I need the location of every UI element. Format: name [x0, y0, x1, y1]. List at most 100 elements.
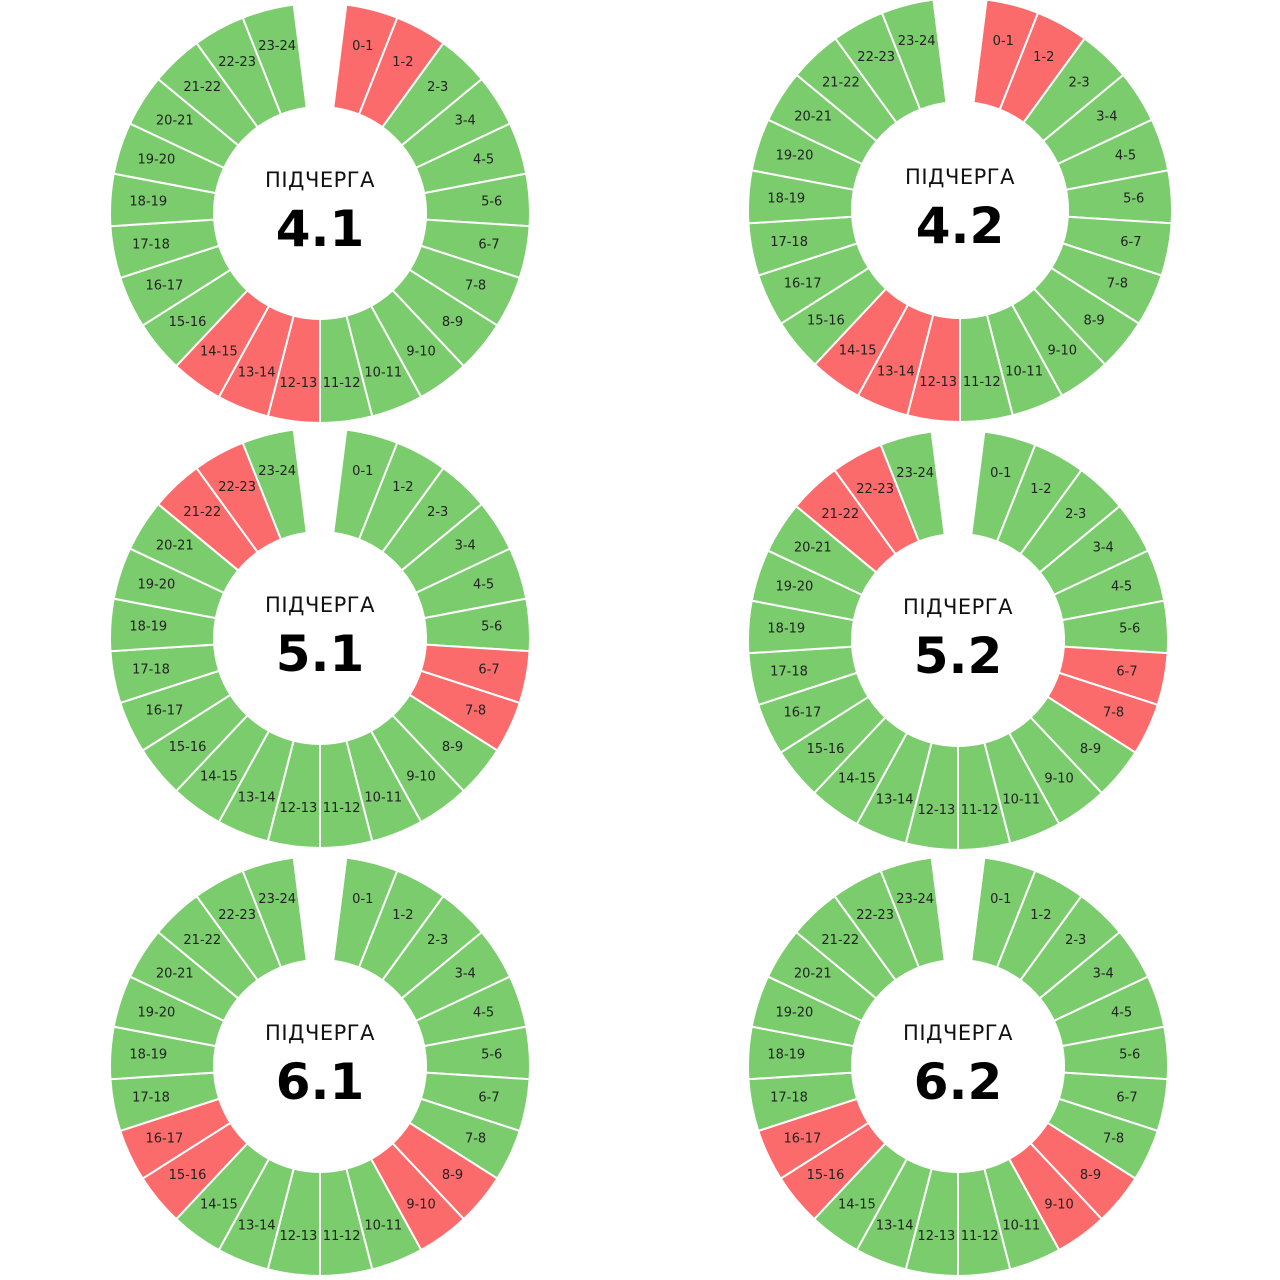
hour-label-19-20: 19-20 — [138, 577, 176, 592]
hour-label-13-14: 13-14 — [876, 792, 914, 807]
hour-label-5-6: 5-6 — [481, 1048, 502, 1063]
queue-chart-4-1: 0-1 1-2 2-3 3-4 4-5 5-6 6-7 7-8 8-9 9-10 10-1111-1… — [109, 3, 531, 425]
hour-label-14-15: 14-15 — [200, 770, 238, 785]
hour-label-17-18: 17-18 — [132, 663, 170, 678]
hour-label-13-14: 13-14 — [877, 364, 915, 379]
hour-label-17-18: 17-18 — [132, 238, 170, 253]
hour-label-14-15: 14-15 — [839, 343, 877, 358]
hour-label-12-13: 12-13 — [918, 803, 956, 818]
hour-label-18-19: 18-19 — [767, 192, 805, 207]
center-caption: ПІДЧЕРГА — [265, 1021, 375, 1045]
queue-number: 6.2 — [914, 1053, 1003, 1111]
hour-label-15-16: 15-16 — [807, 1168, 845, 1183]
hour-label-22-23: 22-23 — [218, 55, 256, 70]
hour-label-9-10: 9-10 — [406, 1198, 436, 1213]
hour-label-18-19: 18-19 — [129, 1048, 167, 1063]
hour-label-21-22: 21-22 — [822, 76, 860, 91]
hour-label-20-21: 20-21 — [156, 538, 194, 553]
hour-label-5-6: 5-6 — [1119, 622, 1140, 637]
hour-label-2-3: 2-3 — [427, 505, 448, 520]
hour-label-0-1: 0-1 — [990, 466, 1011, 481]
hour-label-1-2: 1-2 — [392, 55, 413, 70]
center-caption: ПІДЧЕРГА — [265, 593, 375, 617]
hour-label-11-12: 11-12 — [323, 801, 361, 816]
hour-label-7-8: 7-8 — [1103, 706, 1124, 721]
hour-label-19-20: 19-20 — [776, 1005, 814, 1020]
hour-segment-23-24 — [241, 856, 308, 969]
hour-label-3-4: 3-4 — [1093, 540, 1114, 555]
hour-label-21-22: 21-22 — [183, 505, 221, 520]
hour-label-23-24: 23-24 — [896, 892, 934, 907]
hour-label-2-3: 2-3 — [1065, 507, 1086, 522]
queue-number: 6.1 — [276, 1053, 365, 1111]
hour-label-1-2: 1-2 — [1030, 908, 1051, 923]
hour-label-17-18: 17-18 — [770, 1091, 808, 1106]
hour-label-10-11: 10-11 — [364, 790, 402, 805]
hour-label-1-2: 1-2 — [1030, 482, 1051, 497]
hour-label-20-21: 20-21 — [794, 109, 832, 124]
hour-label-15-16: 15-16 — [169, 315, 207, 330]
hour-label-21-22: 21-22 — [821, 507, 859, 522]
hour-label-4-5: 4-5 — [1111, 1005, 1132, 1020]
hour-label-10-11: 10-11 — [1002, 1218, 1040, 1233]
hour-label-17-18: 17-18 — [132, 1091, 170, 1106]
hour-segment-23-24 — [879, 430, 946, 543]
hour-label-16-17: 16-17 — [146, 279, 184, 294]
hour-label-4-5: 4-5 — [1111, 579, 1132, 594]
hour-label-4-5: 4-5 — [473, 1005, 494, 1020]
hour-label-13-14: 13-14 — [238, 1218, 276, 1233]
queue-number: 4.2 — [916, 197, 1005, 255]
hour-label-12-13: 12-13 — [919, 375, 957, 390]
hour-label-14-15: 14-15 — [200, 1198, 238, 1213]
hour-label-18-19: 18-19 — [767, 622, 805, 637]
hour-label-12-13: 12-13 — [280, 801, 318, 816]
hour-label-2-3: 2-3 — [427, 933, 448, 948]
hour-label-1-2: 1-2 — [392, 908, 413, 923]
hour-label-8-9: 8-9 — [1080, 1168, 1101, 1183]
hour-label-21-22: 21-22 — [821, 933, 859, 948]
hour-label-3-4: 3-4 — [1096, 109, 1117, 124]
hour-label-7-8: 7-8 — [465, 279, 486, 294]
hour-label-15-16: 15-16 — [807, 742, 845, 757]
hour-label-10-11: 10-11 — [364, 365, 402, 380]
queue-number: 5.1 — [276, 625, 365, 683]
hour-label-0-1: 0-1 — [990, 892, 1011, 907]
hour-label-15-16: 15-16 — [169, 1168, 207, 1183]
hour-label-23-24: 23-24 — [258, 892, 296, 907]
hour-label-4-5: 4-5 — [1115, 149, 1136, 164]
hour-label-7-8: 7-8 — [1103, 1132, 1124, 1147]
hour-label-9-10: 9-10 — [406, 345, 436, 360]
queue-chart-4-2: 0-1 1-2 2-3 3-4 4-5 5-6 6-7 7-8 8-9 9-10 10-11 11-1… — [747, 0, 1173, 424]
hour-label-22-23: 22-23 — [218, 480, 256, 495]
hour-label-10-11: 10-11 — [1002, 792, 1040, 807]
hour-label-3-4: 3-4 — [455, 113, 476, 128]
hour-label-20-21: 20-21 — [156, 966, 194, 981]
queue-chart-6-1: 0-1 1-2 2-3 3-4 4-5 5-6 6-7 7-8 8-9 9-10 10-1111-1… — [109, 856, 531, 1278]
hour-label-6-7: 6-7 — [1120, 235, 1141, 250]
queue-chart-6-2: 0-1 1-2 2-3 3-4 4-5 5-6 6-7 7-8 8-9 9-10 10-1111-1… — [747, 856, 1169, 1278]
hour-label-20-21: 20-21 — [156, 113, 194, 128]
hour-label-11-12: 11-12 — [323, 1229, 361, 1244]
hour-label-16-17: 16-17 — [784, 1132, 822, 1147]
hour-segment-23-24 — [241, 3, 308, 116]
hour-label-23-24: 23-24 — [896, 466, 934, 481]
hour-segment-23-24 — [241, 428, 308, 541]
hour-label-11-12: 11-12 — [961, 1229, 999, 1244]
hour-label-13-14: 13-14 — [238, 365, 276, 380]
hour-label-17-18: 17-18 — [770, 235, 808, 250]
hour-label-22-23: 22-23 — [856, 482, 894, 497]
hour-label-9-10: 9-10 — [1044, 772, 1074, 787]
hour-label-4-5: 4-5 — [473, 152, 494, 167]
hour-label-23-24: 23-24 — [258, 464, 296, 479]
hour-label-11-12: 11-12 — [961, 803, 999, 818]
hour-label-7-8: 7-8 — [1107, 277, 1128, 292]
hour-label-13-14: 13-14 — [876, 1218, 914, 1233]
hour-label-8-9: 8-9 — [442, 315, 463, 330]
hour-label-16-17: 16-17 — [146, 704, 184, 719]
hour-label-8-9: 8-9 — [442, 1168, 463, 1183]
hour-label-2-3: 2-3 — [427, 80, 448, 95]
hour-label-6-7: 6-7 — [478, 238, 499, 253]
hour-segment-23-24 — [879, 856, 946, 969]
hour-label-1-2: 1-2 — [1033, 50, 1054, 65]
hour-label-19-20: 19-20 — [776, 149, 814, 164]
